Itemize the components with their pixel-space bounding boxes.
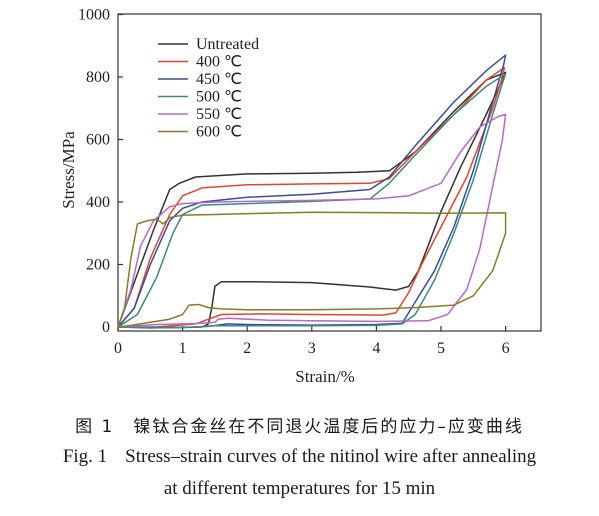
legend-label: 400 ℃ [196, 54, 242, 71]
legend-label: 450 ℃ [196, 71, 242, 88]
legend-label: 500 ℃ [196, 89, 242, 106]
caption-english-line-1: Fig. 1 Stress–strain curves of the nitino… [0, 446, 599, 468]
x-tick-label: 1 [179, 340, 187, 357]
chart-axes: 0 1 2 3 4 5 6 0 200 400 600 800 1000 [78, 7, 542, 357]
y-tick-label: 1000 [78, 7, 110, 24]
caption-english-line-2: at different temperatures for 15 min [163, 478, 436, 499]
caption-chinese: 图 1 镍钛合金丝在不同退火温度后的应力–应变曲线 [75, 417, 524, 437]
series-line-1 [117, 71, 507, 329]
y-tick-label: 0 [102, 319, 110, 336]
legend-label: 550 ℃ [196, 106, 242, 123]
series-line-3 [117, 54, 507, 329]
chart-plot-area [117, 54, 507, 329]
x-axis-label: Strain/% [295, 367, 355, 386]
figure-number: Fig. 1 [62, 446, 108, 467]
x-tick-label: 4 [372, 340, 380, 357]
series-line-2 [117, 66, 506, 328]
y-tick-label: 800 [86, 69, 110, 86]
x-tick-label: 0 [114, 340, 122, 357]
x-tick-label: 6 [502, 340, 510, 357]
legend-label: 600 ℃ [196, 124, 242, 141]
x-tick-label: 3 [308, 340, 316, 357]
y-tick-label: 200 [86, 257, 110, 274]
x-tick-label: 5 [437, 340, 445, 357]
y-axis-label: Stress/MPa [59, 131, 78, 209]
legend-label: Untreated [196, 36, 259, 53]
series-line-4 [117, 73, 507, 329]
caption-english-text: Stress–strain curves of the nitinol wire… [125, 446, 537, 467]
y-tick-label: 400 [86, 194, 110, 211]
series-line-6 [117, 211, 507, 328]
series-line-5 [117, 113, 507, 328]
y-tick-label: 600 [86, 132, 110, 149]
plot-frame [117, 13, 542, 332]
x-tick-label: 2 [243, 340, 251, 357]
